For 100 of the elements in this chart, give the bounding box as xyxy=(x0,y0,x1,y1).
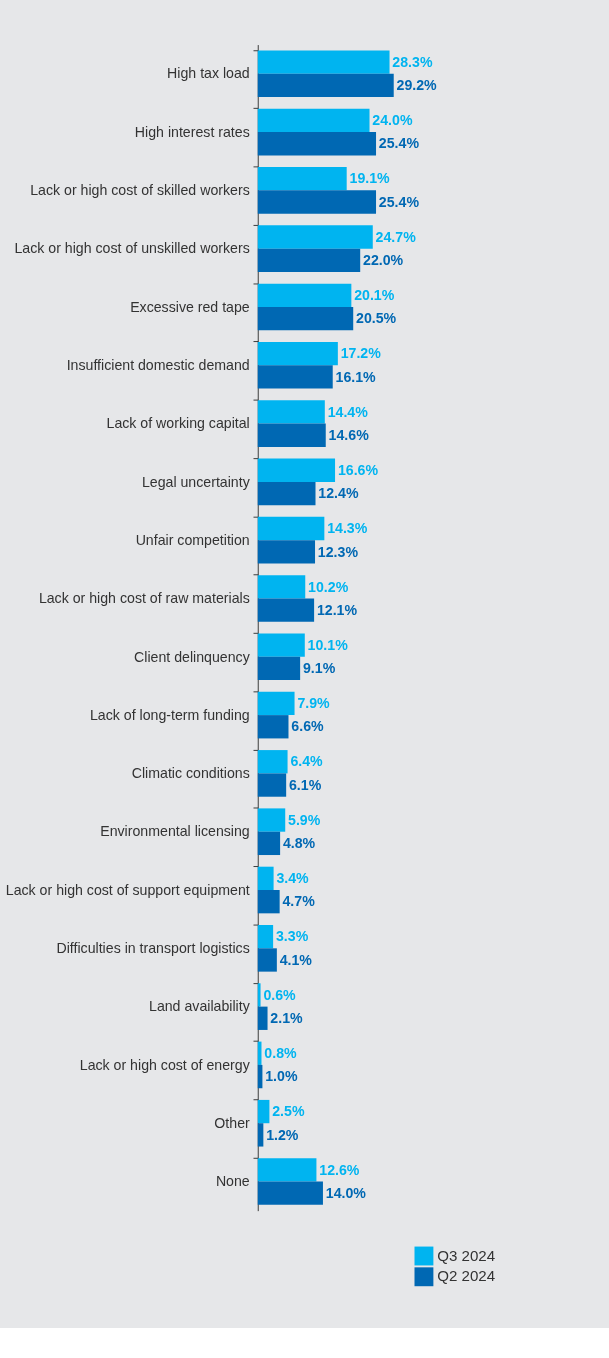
data-label: 28.3% xyxy=(392,53,433,70)
data-label: 5.9% xyxy=(288,811,321,828)
data-label: 10.2% xyxy=(308,578,349,595)
y-tick-label: Excessive red tape xyxy=(130,298,250,315)
data-label: 4.7% xyxy=(282,893,316,910)
data-label: 6.4% xyxy=(290,753,324,770)
y-tick-label: Difficulties in transport logistics xyxy=(56,940,250,957)
data-label: 16.6% xyxy=(337,461,379,478)
data-label: 22.0% xyxy=(363,252,404,269)
bar xyxy=(257,1158,317,1182)
bar xyxy=(257,225,373,249)
bar xyxy=(257,306,354,331)
data-label: 16.1% xyxy=(335,368,377,385)
data-label: 14.4% xyxy=(327,403,369,420)
data-label: 2.1% xyxy=(270,1010,304,1026)
legend-label: Q3 2024 xyxy=(437,1246,496,1264)
bar xyxy=(257,808,286,832)
bar xyxy=(257,1123,264,1147)
data-label: 9.1% xyxy=(302,660,336,677)
data-label: 1.0% xyxy=(265,1068,298,1085)
bar xyxy=(257,283,352,307)
bar xyxy=(257,50,390,74)
bar xyxy=(257,540,316,564)
y-tick-label: Lack of long-term funding xyxy=(89,706,250,723)
y-tick-label: Insufficient domestic demand xyxy=(66,357,250,373)
data-label: 20.5% xyxy=(356,310,397,327)
y-tick-label: Other xyxy=(214,1114,251,1131)
bar xyxy=(257,248,361,272)
bar xyxy=(257,1181,323,1205)
data-label: 25.4% xyxy=(378,135,420,152)
data-label: 2.5% xyxy=(272,1103,305,1120)
data-label: 29.2% xyxy=(396,77,438,94)
y-tick-label: Land availability xyxy=(149,998,251,1015)
data-label: 12.4% xyxy=(318,485,359,502)
y-tick-label: Client delinquency xyxy=(134,648,251,665)
data-label: 7.9% xyxy=(297,695,331,712)
data-label: 20.1% xyxy=(354,287,395,304)
data-label: 12.6% xyxy=(319,1161,360,1178)
bar xyxy=(257,750,288,774)
y-tick-label: Environmental licensing xyxy=(100,823,250,840)
bar xyxy=(257,400,325,424)
bar xyxy=(257,132,377,156)
bar xyxy=(257,341,338,366)
bar xyxy=(257,1006,268,1030)
data-label: 14.0% xyxy=(325,1184,367,1201)
data-label: 3.4% xyxy=(276,870,310,887)
y-tick-label: Lack or high cost of support equipment xyxy=(5,881,250,898)
y-tick-label: Lack or high cost of unskilled workers xyxy=(14,240,250,257)
bar xyxy=(257,925,274,949)
y-tick-label: Unfair competition xyxy=(135,531,250,548)
bar xyxy=(257,167,347,191)
data-label: 24.7% xyxy=(375,228,417,245)
y-tick-label: Lack or high cost of raw materials xyxy=(38,590,250,607)
bar xyxy=(257,948,277,972)
bar xyxy=(257,773,287,797)
y-tick-label: Legal uncertainty xyxy=(141,473,251,490)
data-label: 3.3% xyxy=(275,928,309,945)
bar xyxy=(257,1099,270,1124)
data-label: 14.3% xyxy=(327,520,368,537)
data-label: 24.0% xyxy=(372,112,413,129)
data-label: 14.6% xyxy=(328,426,370,443)
bar xyxy=(257,633,305,657)
legend-label: Q2 2024 xyxy=(437,1267,496,1285)
data-label: 6.1% xyxy=(289,776,322,793)
data-label: 4.8% xyxy=(282,835,316,852)
data-label: 12.3% xyxy=(317,543,359,560)
y-tick-label: High tax load xyxy=(167,65,250,82)
data-label: 4.1% xyxy=(279,951,313,968)
data-label: 0.8% xyxy=(264,1044,297,1061)
y-tick-label: Climatic conditions xyxy=(131,765,250,782)
y-tick-label: High interest rates xyxy=(134,123,250,140)
bar xyxy=(257,190,377,214)
bar xyxy=(257,73,394,98)
data-label: 6.6% xyxy=(291,718,325,735)
bar xyxy=(257,715,289,739)
bar xyxy=(257,691,295,716)
bar xyxy=(257,890,280,914)
data-label: 25.4% xyxy=(378,193,420,210)
bar xyxy=(257,983,261,1007)
bar xyxy=(257,598,315,622)
y-tick-label: None xyxy=(215,1173,250,1190)
y-tick-label: Lack of working capital xyxy=(106,415,250,432)
bar xyxy=(257,458,336,482)
bar xyxy=(257,516,325,541)
bar xyxy=(257,365,333,389)
data-label: 19.1% xyxy=(349,170,391,187)
bar xyxy=(257,866,274,891)
bar xyxy=(257,831,281,856)
data-label: 1.2% xyxy=(266,1126,299,1143)
y-tick-label: Lack or high cost of skilled workers xyxy=(30,182,250,199)
data-label: 17.2% xyxy=(340,345,382,362)
data-label: 0.6% xyxy=(263,986,297,1003)
bar xyxy=(257,423,326,447)
data-label: 10.1% xyxy=(307,636,349,653)
data-label: 12.1% xyxy=(316,601,358,618)
bar xyxy=(257,575,306,599)
y-tick-label: Lack or high cost of energy xyxy=(79,1056,251,1073)
bar xyxy=(257,108,370,133)
bar xyxy=(257,656,301,681)
bar xyxy=(257,481,316,506)
